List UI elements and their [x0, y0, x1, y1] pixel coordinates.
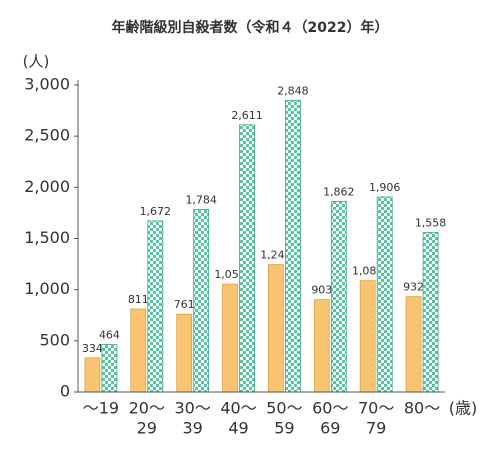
- bar: [313, 299, 330, 393]
- bar: [376, 196, 393, 393]
- y-tick-label: 2,000: [24, 177, 70, 196]
- value-label: 2,848: [277, 85, 309, 98]
- x-tick-label: 69: [320, 419, 340, 438]
- bar: [422, 232, 439, 393]
- value-label: 1,054: [214, 268, 246, 281]
- y-tick-label: 1,500: [24, 228, 70, 247]
- value-label: 903: [311, 284, 332, 297]
- bar: [268, 264, 284, 393]
- bar: [239, 124, 255, 393]
- bar: [359, 280, 376, 393]
- bar: [405, 296, 422, 393]
- value-label: 1,906: [369, 181, 401, 194]
- value-label: 1,245: [260, 249, 292, 262]
- bar: [222, 283, 238, 393]
- x-tick-label: 29: [137, 419, 157, 438]
- value-label: 761: [174, 298, 195, 311]
- bar: [330, 201, 347, 393]
- value-label: 811: [128, 293, 149, 306]
- x-tick-label: 40～: [220, 399, 256, 418]
- value-label: 1,088: [352, 265, 384, 278]
- value-label: 1,558: [415, 217, 447, 230]
- x-tick-label: 30～: [175, 399, 211, 418]
- x-tick-label: 20～: [129, 399, 165, 418]
- bar: [101, 344, 118, 393]
- y-axis-label: (人): [23, 53, 50, 71]
- bar: [176, 313, 193, 393]
- y-tick-label: 0: [60, 382, 70, 401]
- value-label: 334: [82, 342, 103, 355]
- bar: [285, 100, 301, 393]
- chart-title: 年齢階級別自殺者数（令和４（2022）年）: [112, 19, 389, 36]
- value-label: 1,784: [185, 193, 217, 206]
- bar: [193, 209, 210, 393]
- x-tick-label: 59: [274, 419, 294, 438]
- x-axis-label: (歳): [449, 399, 478, 418]
- value-label: 464: [99, 329, 120, 342]
- value-label: 1,672: [140, 205, 172, 218]
- value-label: 1,862: [323, 185, 355, 198]
- bar: [147, 220, 164, 393]
- x-tick-label: 60～: [312, 399, 348, 418]
- y-tick-label: 3,000: [24, 75, 70, 94]
- bar: [130, 308, 147, 393]
- x-tick-label: 80～: [404, 399, 440, 418]
- y-tick-label: 500: [39, 330, 70, 349]
- value-label: 932: [403, 281, 424, 294]
- x-tick-label: 70～: [358, 399, 394, 418]
- x-tick-label: 49: [228, 419, 248, 438]
- bar: [84, 357, 101, 393]
- y-tick-label: 2,500: [24, 126, 70, 145]
- y-tick-label: 1,000: [24, 279, 70, 298]
- x-tick-label: 79: [366, 419, 386, 438]
- x-tick-label: ～19: [83, 399, 119, 418]
- value-label: 2,611: [231, 109, 263, 122]
- x-tick-label: 50～: [266, 399, 302, 418]
- x-tick-label: 39: [183, 419, 203, 438]
